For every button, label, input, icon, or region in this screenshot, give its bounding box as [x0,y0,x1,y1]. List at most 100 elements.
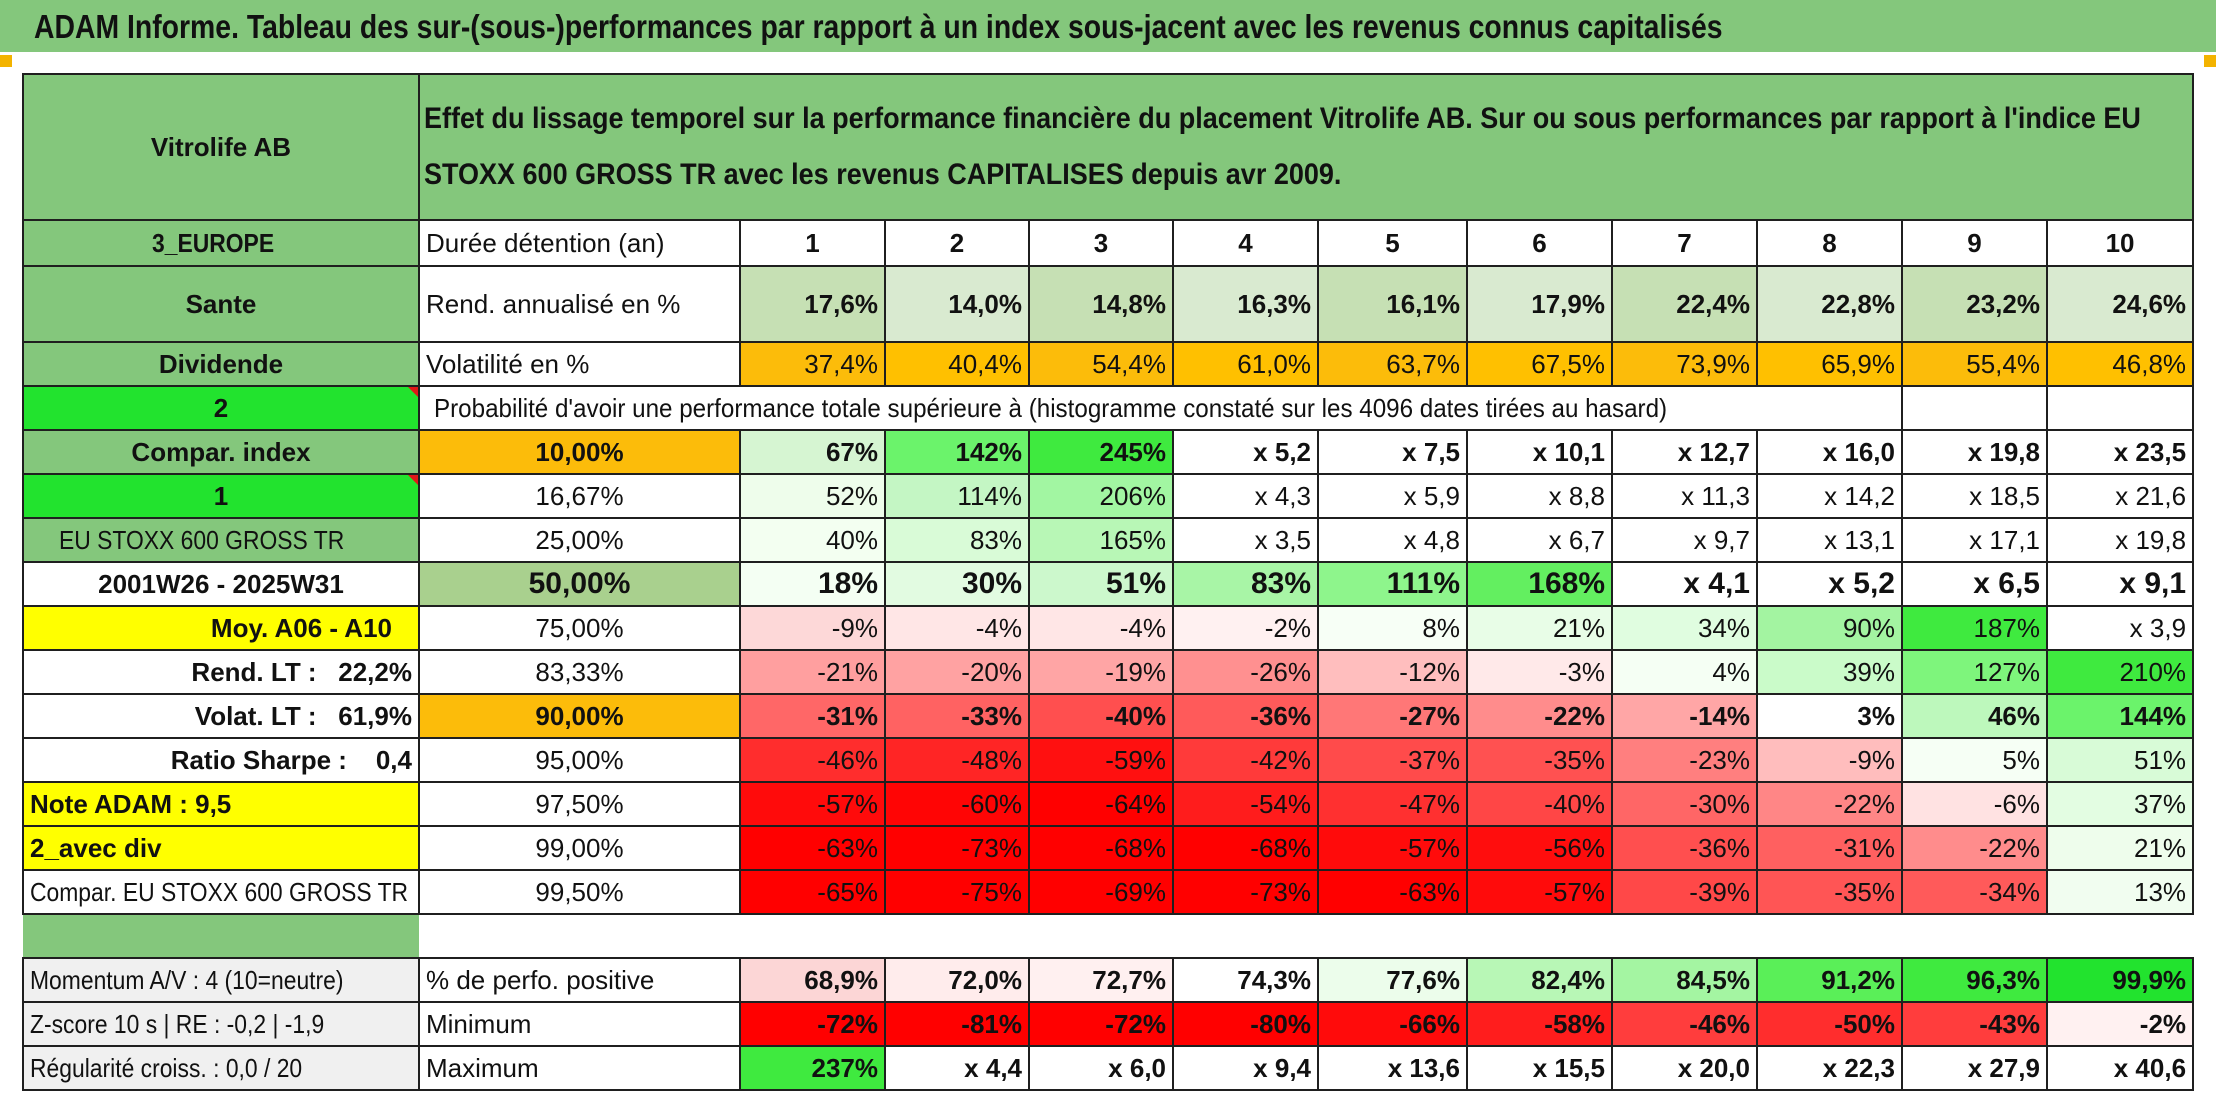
performance-cell: x 11,3 [1611,473,1758,519]
performance-cell: x 5,9 [1317,473,1468,519]
year-header-cell: 1 [739,219,886,267]
maximum-cell: x 13,6 [1317,1045,1468,1091]
performance-cell: x 9,7 [1611,517,1758,563]
performance-cell: x 16,0 [1756,429,1903,475]
performance-cell: 37% [2045,781,2195,827]
performance-cell: 206% [1028,473,1174,519]
maximum-cell: x 4,4 [884,1045,1030,1091]
positive-perf-cell: 72,0% [884,957,1030,1003]
note-adam: Note ADAM : 9,5 [22,781,420,827]
performance-cell: x 4,1 [1611,561,1758,607]
year-header-cell: 3 [1028,219,1174,267]
empty-cell [1901,385,2048,431]
rend-cell: 16,1% [1317,265,1468,343]
positive-perf-cell: 96,3% [1901,957,2048,1003]
probability-threshold-cell: 90,00% [418,693,741,739]
performance-cell: -21% [739,649,886,695]
performance-cell: -30% [1611,781,1758,827]
zscore-label: Z-score 10 s | RE : -0,2 | -1,9 [22,1001,420,1047]
report-title-bar: ADAM Informe. Tableau des sur-(sous-)per… [0,0,2216,55]
probability-threshold-cell: 99,00% [418,825,741,871]
performance-cell: -73% [1172,869,1319,915]
performance-cell: -9% [739,605,886,651]
duree-label: Durée détention (an) [418,219,741,267]
performance-cell: 30% [884,561,1030,607]
performance-cell: -60% [884,781,1030,827]
performance-cell: -36% [1611,825,1758,871]
performance-cell: x 7,5 [1317,429,1468,475]
value-1-cell: 1 [22,473,420,519]
performance-cell: -12% [1317,649,1468,695]
performance-cell: -73% [884,825,1030,871]
minimum-cell: -72% [739,1001,886,1047]
report-title: ADAM Informe. Tableau des sur-(sous-)per… [34,8,1723,45]
performance-cell: -57% [1466,869,1613,915]
performance-cell: -36% [1172,693,1319,739]
performance-cell: 165% [1028,517,1174,563]
performance-cell: 51% [1028,561,1174,607]
performance-table: Vitrolife AB Effet du lissage temporel s… [22,73,2195,1091]
performance-cell: -39% [1611,869,1758,915]
performance-cell: -37% [1317,737,1468,783]
performance-cell: -69% [1028,869,1174,915]
performance-cell: 51% [2045,737,2195,783]
frame-corner-mark [0,55,12,67]
minimum-cell: -72% [1028,1001,1174,1047]
performance-cell: x 6,5 [1901,561,2048,607]
min-label: Minimum [418,1001,741,1047]
performance-cell: 83% [884,517,1030,563]
rend-label: Rend. annualisé en % [418,265,741,343]
performance-cell: -22% [1466,693,1613,739]
performance-cell: 210% [2045,649,2195,695]
performance-cell: x 14,2 [1756,473,1903,519]
max-label: Maximum [418,1045,741,1091]
security-name: Vitrolife AB [22,73,420,221]
maximum-cell: x 40,6 [2045,1045,2195,1091]
momentum-label: Momentum A/V : 4 (10=neutre) [22,957,420,1003]
vol-cell: 65,9% [1756,341,1903,387]
performance-cell: x 3,9 [2045,605,2195,651]
performance-cell: 187% [1901,605,2048,651]
sector-label: Sante [22,265,420,343]
performance-cell: 40% [739,517,886,563]
performance-cell: -6% [1901,781,2048,827]
vol-cell: 61,0% [1172,341,1319,387]
performance-cell: -57% [1317,825,1468,871]
rend-lt: Rend. LT : 22,2% [22,649,420,695]
performance-cell: -26% [1172,649,1319,695]
positive-perf-cell: 72,7% [1028,957,1174,1003]
maximum-cell: x 27,9 [1901,1045,2048,1091]
performance-cell: -4% [884,605,1030,651]
performance-cell: -64% [1028,781,1174,827]
performance-cell: -65% [739,869,886,915]
performance-cell: -14% [1611,693,1758,739]
maximum-cell: x 6,0 [1028,1045,1174,1091]
rend-cell: 17,6% [739,265,886,343]
maximum-cell: x 9,4 [1172,1045,1319,1091]
report-description: Effet du lissage temporel sur la perform… [417,73,2195,221]
revenue-type-label: Dividende [22,341,420,387]
year-header-cell: 5 [1317,219,1468,267]
performance-cell: -31% [1756,825,1903,871]
performance-cell: -34% [1901,869,2048,915]
probability-threshold-cell: 97,50% [418,781,741,827]
performance-cell: x 23,5 [2045,429,2195,475]
positive-perf-cell: 99,9% [2045,957,2195,1003]
performance-cell: -75% [884,869,1030,915]
vol-cell: 55,4% [1901,341,2048,387]
performance-cell: -48% [884,737,1030,783]
rend-cell: 14,0% [884,265,1030,343]
vol-cell: 40,4% [884,341,1030,387]
positive-perf-cell: 74,3% [1172,957,1319,1003]
performance-cell: 245% [1028,429,1174,475]
frame-corner-mark [2204,55,2216,67]
probability-threshold-cell: 25,00% [418,517,741,563]
performance-cell: -56% [1466,825,1613,871]
vol-cell: 54,4% [1028,341,1174,387]
performance-cell: -2% [1172,605,1319,651]
positive-perf-cell: 91,2% [1756,957,1903,1003]
gap-row [23,914,2193,958]
minimum-cell: -66% [1317,1001,1468,1047]
year-header-cell: 7 [1611,219,1758,267]
performance-cell: 8% [1317,605,1468,651]
